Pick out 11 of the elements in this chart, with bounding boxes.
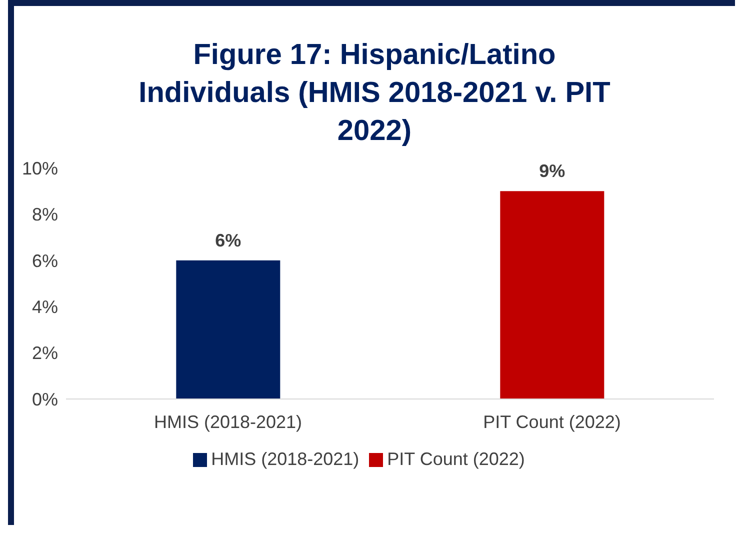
chart-title: Figure 17: Hispanic/Latino Individuals (HMIS 2018-2021 v. PIT 2022) (138, 38, 612, 149)
legend-label: PIT Count (2022) (387, 449, 525, 469)
y-tick-label: 10% (22, 158, 58, 178)
y-tick-label: 0% (32, 389, 58, 410)
y-tick-label: 6% (32, 250, 58, 271)
data-label: 6% (215, 230, 242, 250)
data-label: 9% (539, 161, 566, 182)
y-tick-label: 8% (32, 204, 58, 225)
y-tick-label: 2% (32, 343, 58, 364)
legend-label: HMIS (2018-2021) (211, 449, 360, 469)
y-tick-label: 4% (32, 296, 58, 317)
